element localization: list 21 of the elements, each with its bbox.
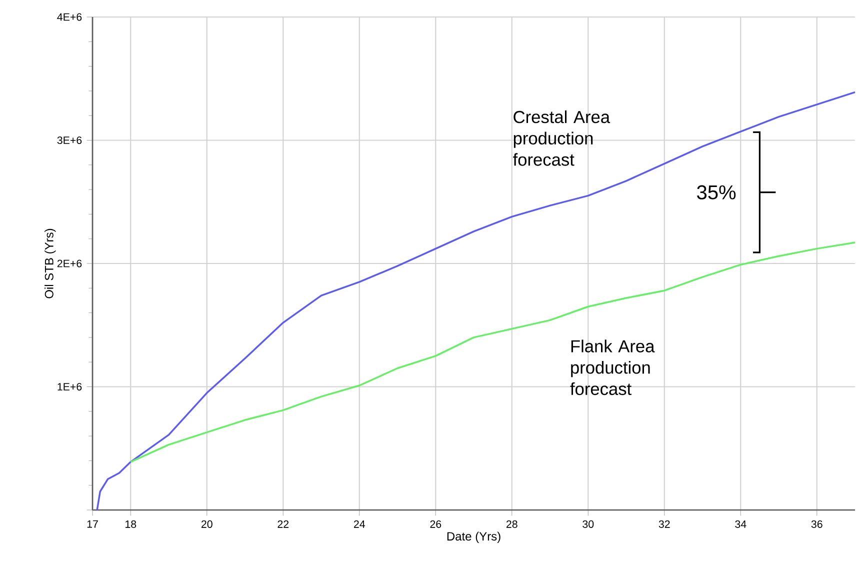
x-tick-label: 18 — [126, 520, 136, 528]
x-tick-label: 34 — [735, 520, 746, 528]
x-tick-label: 30 — [582, 520, 594, 528]
line-series — [130, 242, 856, 463]
x-tick-label: 26 — [430, 520, 442, 528]
annotation: Flank Area production forecast — [570, 340, 655, 396]
y-tick-label: 4E+6 — [57, 13, 82, 21]
y-tick-label: 1E+6 — [58, 382, 82, 391]
y-tick-label: 2E+6 — [57, 260, 82, 268]
x-tick-label: 32 — [658, 520, 670, 528]
x-tick-label: 17 — [87, 520, 98, 528]
x-tick-label: 28 — [506, 520, 518, 528]
x-tick-label: 36 — [811, 520, 822, 528]
annotation: 35% — [697, 185, 736, 200]
annotation: Crestal Area production forecast — [513, 110, 610, 166]
x-tick-label: 20 — [202, 520, 212, 528]
x-tick-label: 22 — [278, 520, 289, 528]
y-tick-label: 3E+6 — [57, 136, 82, 144]
x-axis-title: Date (Yrs) — [447, 532, 500, 543]
y-axis-title: Oil STB (Yrs) — [44, 228, 56, 298]
x-tick-label: 24 — [354, 520, 366, 528]
